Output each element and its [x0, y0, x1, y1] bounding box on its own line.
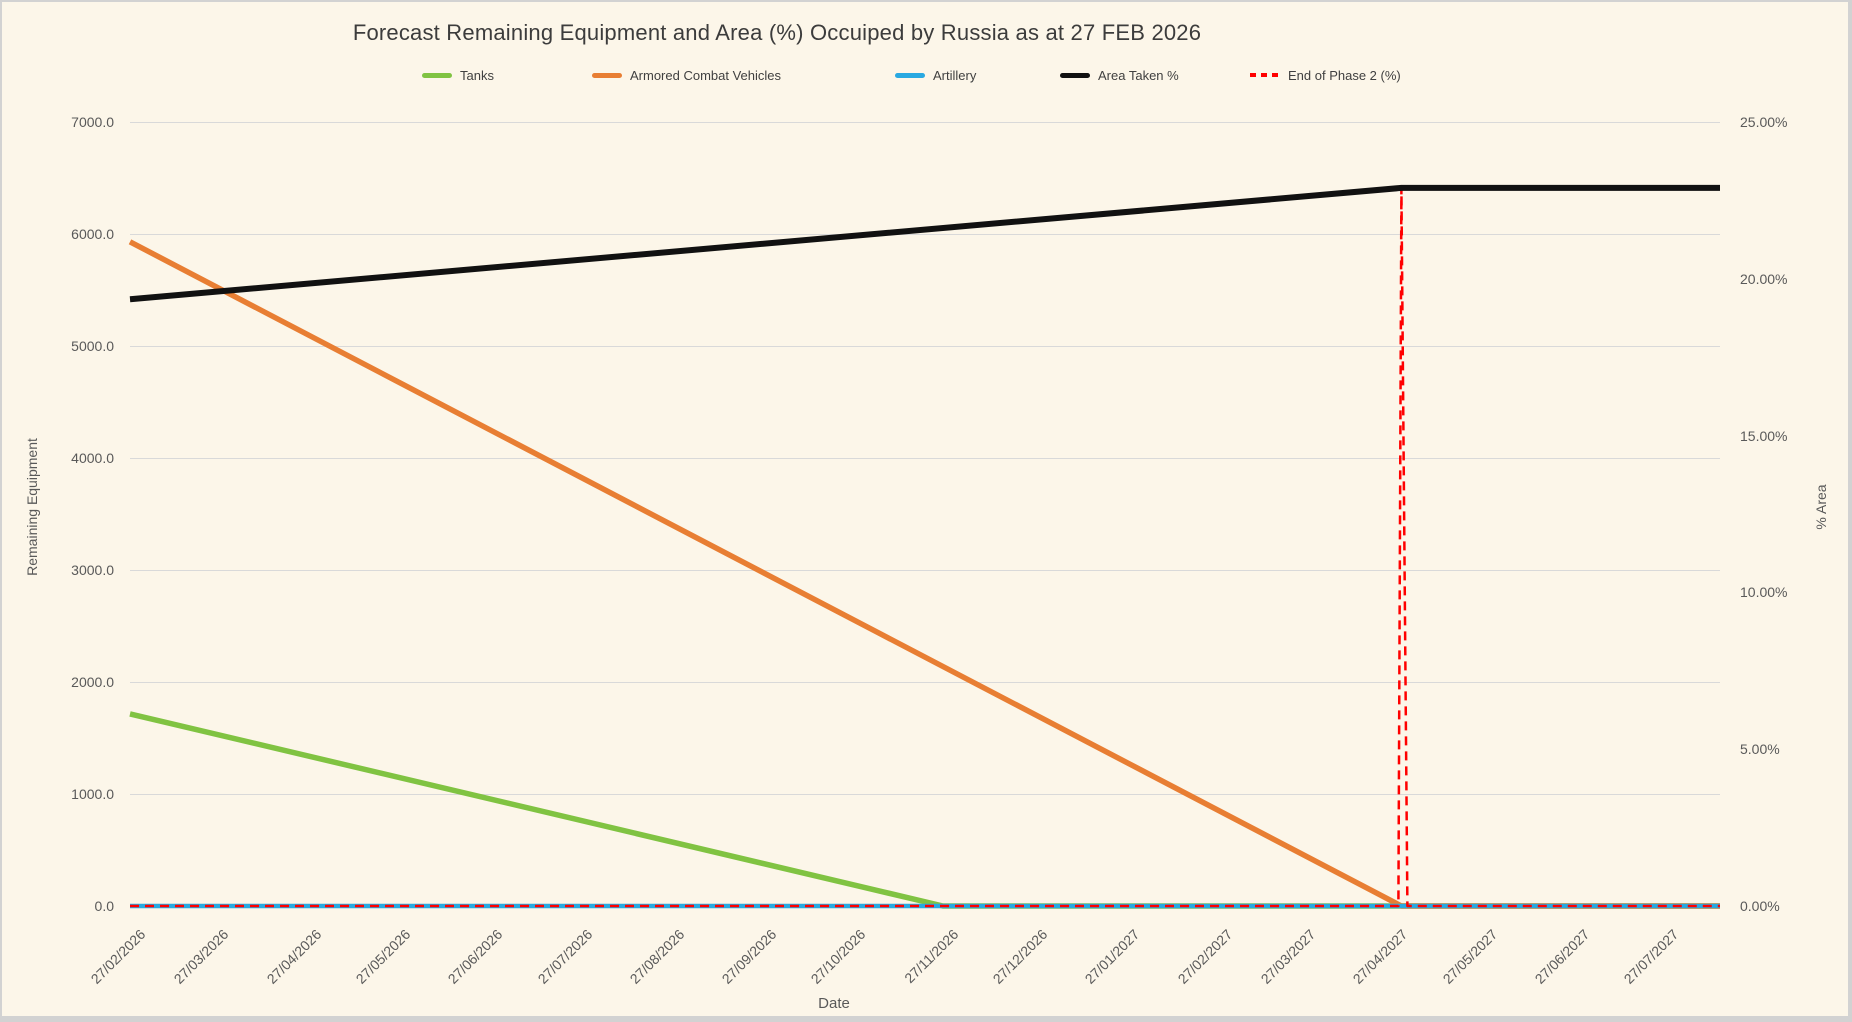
x-axis-tick-label: 27/05/2026 — [352, 926, 414, 987]
legend-item-artillery: Artillery — [895, 66, 976, 84]
legend-item-armored-combat-vehicles: Armored Combat Vehicles — [592, 66, 781, 84]
y-axis-left-tick-label: 0.0 — [94, 898, 114, 914]
x-axis-tick-label: 27/04/2026 — [263, 926, 324, 987]
series-line-end-of-phase-2 — [130, 186, 1720, 908]
legend-swatch-area-taken-icon — [1060, 72, 1090, 78]
gridline — [130, 346, 1720, 347]
x-axis-tick-label: 27/11/2026 — [901, 926, 962, 987]
y-axis-left-tick-label: 7000.0 — [71, 114, 114, 130]
x-axis-tick-label: 27/01/2027 — [1081, 926, 1143, 987]
y-axis-left-tick-label: 5000.0 — [71, 338, 114, 354]
y-axis-right-tick-label: 0.00% — [1740, 898, 1780, 914]
series-line-area-taken — [129, 184, 1720, 303]
y-axis-left-tick-label: 4000.0 — [71, 450, 114, 466]
x-axis-tick-label: 27/06/2027 — [1531, 926, 1593, 987]
y-axis-right-tick-label: 10.00% — [1740, 584, 1788, 601]
y-axis-right-tick-label: 20.00% — [1740, 270, 1788, 287]
gridline — [130, 458, 1720, 459]
y-axis-left-tick-label: 6000.0 — [71, 226, 114, 242]
legend-label: Armored Combat Vehicles — [630, 67, 782, 83]
plot-area — [128, 184, 1720, 909]
x-axis-tick-label: 27/06/2026 — [444, 926, 506, 987]
legend-swatch-armored-combat-vehicles-icon — [592, 72, 622, 78]
x-axis-title: Date — [818, 995, 850, 1012]
y-axis-title-left: Remaining Equipment — [24, 438, 40, 576]
y-axis-right-tick-label: 5.00% — [1740, 741, 1780, 758]
series-line-tanks — [129, 711, 1720, 909]
y-axis-title-right: % Area — [1813, 484, 1829, 530]
legend-swatch-tanks-icon — [422, 72, 452, 78]
series-line-armored-combat-vehicles — [128, 239, 1720, 909]
x-axis-tick-label: 27/02/2027 — [1174, 926, 1236, 987]
legend-item-tanks: Tanks — [422, 66, 494, 84]
legend-item-area-taken: Area Taken % — [1060, 66, 1179, 84]
y-axis-right-tick-label: 25.00% — [1740, 114, 1788, 130]
legend-item-end-of-phase-2: End of Phase 2 (%) — [1250, 66, 1401, 84]
x-axis-tick-label: 27/03/2026 — [170, 926, 232, 987]
x-axis-tick-label: 27/07/2027 — [1620, 926, 1682, 987]
gridline — [130, 570, 1720, 571]
y-axis-left-tick-label: 1000.0 — [71, 786, 114, 802]
legend-swatch-end-of-phase-2-icon — [1250, 73, 1280, 77]
legend-swatch-artillery-icon — [895, 72, 925, 78]
x-axis-tick-label: 27/10/2026 — [807, 926, 869, 987]
chart-title: Forecast Remaining Equipment and Area (%… — [352, 20, 1202, 45]
y-axis-left-tick-label: 3000.0 — [71, 562, 114, 578]
x-axis-tick-label: 27/12/2026 — [989, 926, 1051, 987]
legend-label: Tanks — [460, 67, 494, 83]
x-axis-tick-label: 27/07/2026 — [534, 926, 595, 987]
legend-label: End of Phase 2 (%) — [1288, 67, 1401, 83]
y-axis-left-tick-label: 2000.0 — [71, 674, 114, 690]
legend-label: Area Taken % — [1098, 67, 1179, 83]
x-axis-tick-label: 27/04/2027 — [1349, 926, 1411, 987]
gridline — [130, 794, 1720, 795]
x-axis-tick-label: 27/02/2026 — [87, 926, 149, 987]
legend: Tanks Armored Combat Vehicles Artillery Are… — [2, 66, 1848, 86]
x-axis-tick-label: 27/08/2026 — [626, 926, 688, 987]
gridline — [130, 682, 1720, 683]
gridline — [130, 234, 1720, 235]
x-axis-tick-label: 27/09/2026 — [718, 926, 780, 987]
x-axis-tick-label: 27/05/2027 — [1439, 926, 1501, 987]
x-axis-tick-label: 27/03/2027 — [1257, 926, 1319, 987]
y-axis-right-tick-label: 15.00% — [1740, 427, 1788, 444]
legend-label: Artillery — [933, 67, 977, 83]
gridline — [130, 122, 1720, 123]
